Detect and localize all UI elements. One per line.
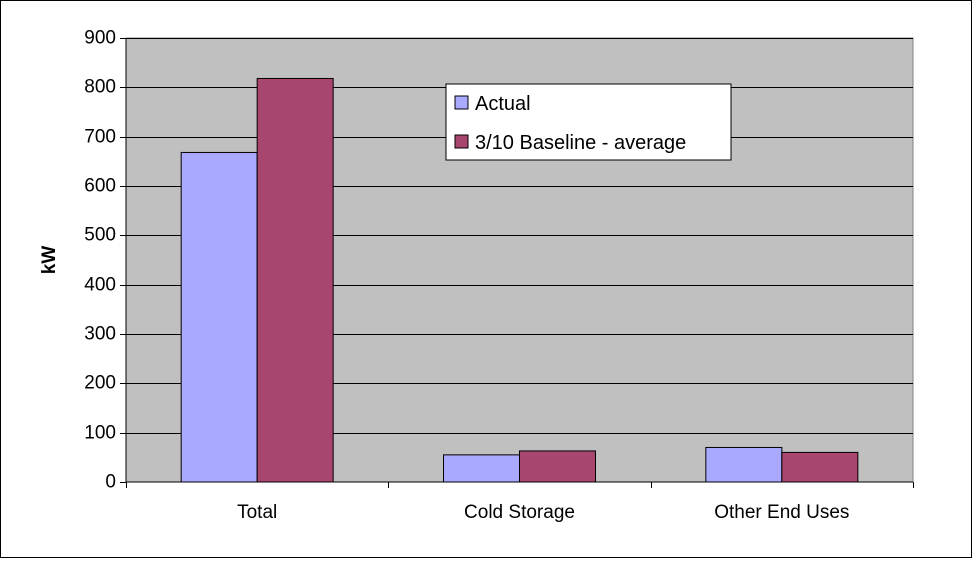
y-axis-title: kW bbox=[39, 246, 60, 275]
y-tick-label-500: 500 bbox=[84, 225, 116, 246]
y-tick-label-900: 900 bbox=[84, 28, 116, 49]
bar-baseline-other-end-uses bbox=[781, 451, 859, 483]
x-axis-ticks bbox=[126, 482, 914, 488]
x-axis-category-labels: Total Cold Storage Other End Uses bbox=[237, 502, 849, 523]
x-label-other-end-uses: Other End Uses bbox=[714, 502, 849, 523]
legend-swatch-actual bbox=[454, 95, 469, 110]
x-label-cold-storage: Cold Storage bbox=[464, 502, 575, 523]
legend-label-actual: Actual bbox=[475, 93, 531, 115]
legend-swatch-baseline bbox=[454, 134, 469, 149]
y-tick-label-600: 600 bbox=[84, 176, 116, 197]
y-tick-label-800: 800 bbox=[84, 77, 116, 98]
legend: Actual 3/10 Baseline - average bbox=[445, 83, 732, 161]
y-tick-label-0: 0 bbox=[105, 472, 116, 493]
bar-baseline-total bbox=[256, 77, 334, 483]
bars bbox=[180, 77, 859, 483]
y-tick-label-700: 700 bbox=[84, 127, 116, 148]
y-tick-label-300: 300 bbox=[84, 324, 116, 345]
y-tick-label-400: 400 bbox=[84, 275, 116, 296]
legend-label-baseline: 3/10 Baseline - average bbox=[475, 132, 686, 154]
bar-actual-total bbox=[180, 151, 258, 483]
bar-actual-other-end-uses bbox=[705, 446, 783, 483]
bar-actual-cold-storage bbox=[443, 454, 520, 483]
x-label-total: Total bbox=[237, 502, 277, 523]
y-axis-ticks: 0 100 200 300 400 500 600 700 800 900 bbox=[84, 28, 126, 493]
bar-baseline-cold-storage bbox=[519, 450, 596, 483]
y-tick-label-200: 200 bbox=[84, 373, 116, 394]
y-tick-label-100: 100 bbox=[84, 423, 116, 444]
legend-box bbox=[445, 83, 732, 161]
